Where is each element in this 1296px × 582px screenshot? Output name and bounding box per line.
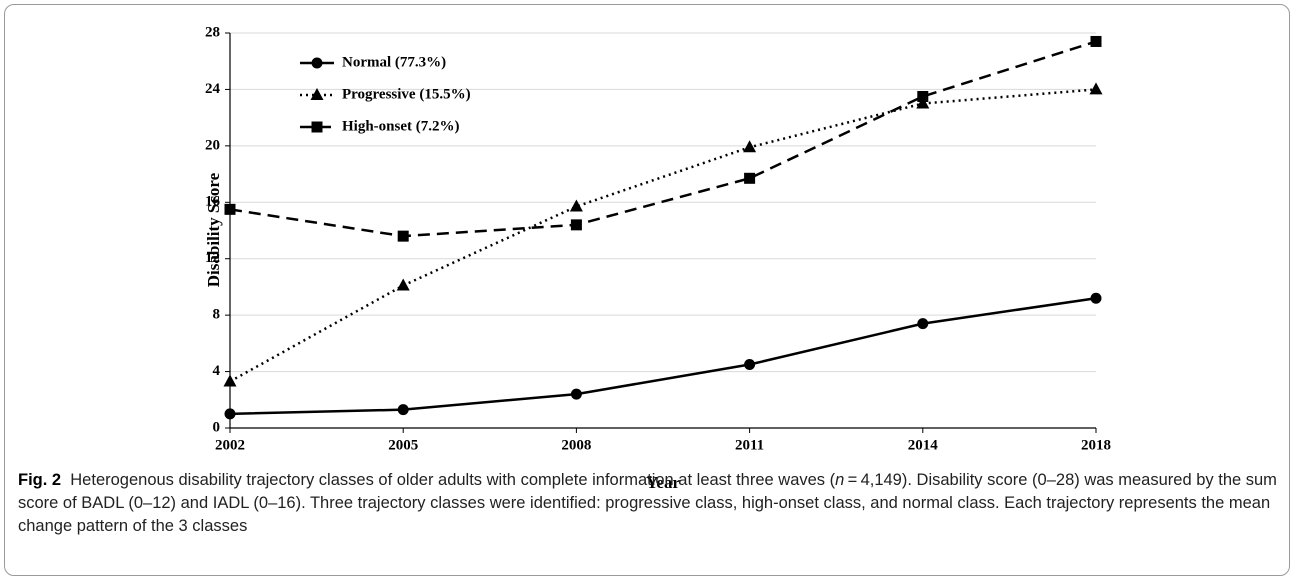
point <box>1090 35 1102 47</box>
x-tick-label: 2008 <box>561 437 591 453</box>
point <box>396 278 410 291</box>
y-tick-label: 0 <box>213 419 221 435</box>
legend-marker <box>310 88 324 100</box>
point <box>569 199 583 212</box>
point <box>223 374 237 387</box>
point <box>570 388 582 400</box>
point <box>397 404 409 416</box>
legend-marker <box>311 57 323 69</box>
caption-text: Heterogenous disability trajectory class… <box>70 471 836 489</box>
point <box>224 203 236 215</box>
point <box>570 219 582 231</box>
chart: Disability Score Year 0 4 8 12 16 20 24 28 2002 2… <box>204 24 1111 492</box>
point <box>1089 82 1103 95</box>
caption-italic: n <box>835 471 845 489</box>
x-axis-label: Year <box>646 473 680 492</box>
x-tick-label: 2011 <box>735 437 764 453</box>
point <box>917 90 929 102</box>
point <box>1090 292 1102 304</box>
y-tick-label: 8 <box>213 307 221 323</box>
y-tick-label: 4 <box>213 363 221 379</box>
x-tick-label: 2005 <box>388 437 418 453</box>
figure-frame <box>4 4 1290 576</box>
point <box>916 96 930 109</box>
x-tick-label: 2018 <box>1081 437 1111 453</box>
x-tick-label: 2002 <box>215 437 245 453</box>
y-tick-label: 24 <box>205 81 221 97</box>
y-tick-label: 16 <box>205 194 221 210</box>
caption-text: = 4,149). Disability score (0–28) was me… <box>18 471 1277 535</box>
legend-label: High-onset (7.2%) <box>342 118 460 134</box>
point <box>397 230 409 242</box>
y-tick-label: 20 <box>205 137 220 153</box>
point <box>917 318 929 330</box>
point <box>743 140 757 153</box>
point <box>744 359 756 371</box>
caption-label: Fig. 2 <box>18 471 62 489</box>
legend-label: Normal (77.3%) <box>342 54 446 70</box>
legend-label: Progressive (15.5%) <box>342 86 471 102</box>
y-axis-label: Disability Score <box>204 172 223 287</box>
x-tick-label: 2014 <box>908 437 939 453</box>
y-tick-label: 12 <box>205 250 220 266</box>
point <box>744 172 756 184</box>
y-tick-label: 28 <box>205 24 220 40</box>
legend-marker <box>311 121 323 133</box>
series-line <box>229 296 1097 416</box>
point <box>224 408 236 420</box>
caption: Fig. 2 Heterogenous disability trajector… <box>18 469 1282 538</box>
series-line <box>229 40 1097 238</box>
